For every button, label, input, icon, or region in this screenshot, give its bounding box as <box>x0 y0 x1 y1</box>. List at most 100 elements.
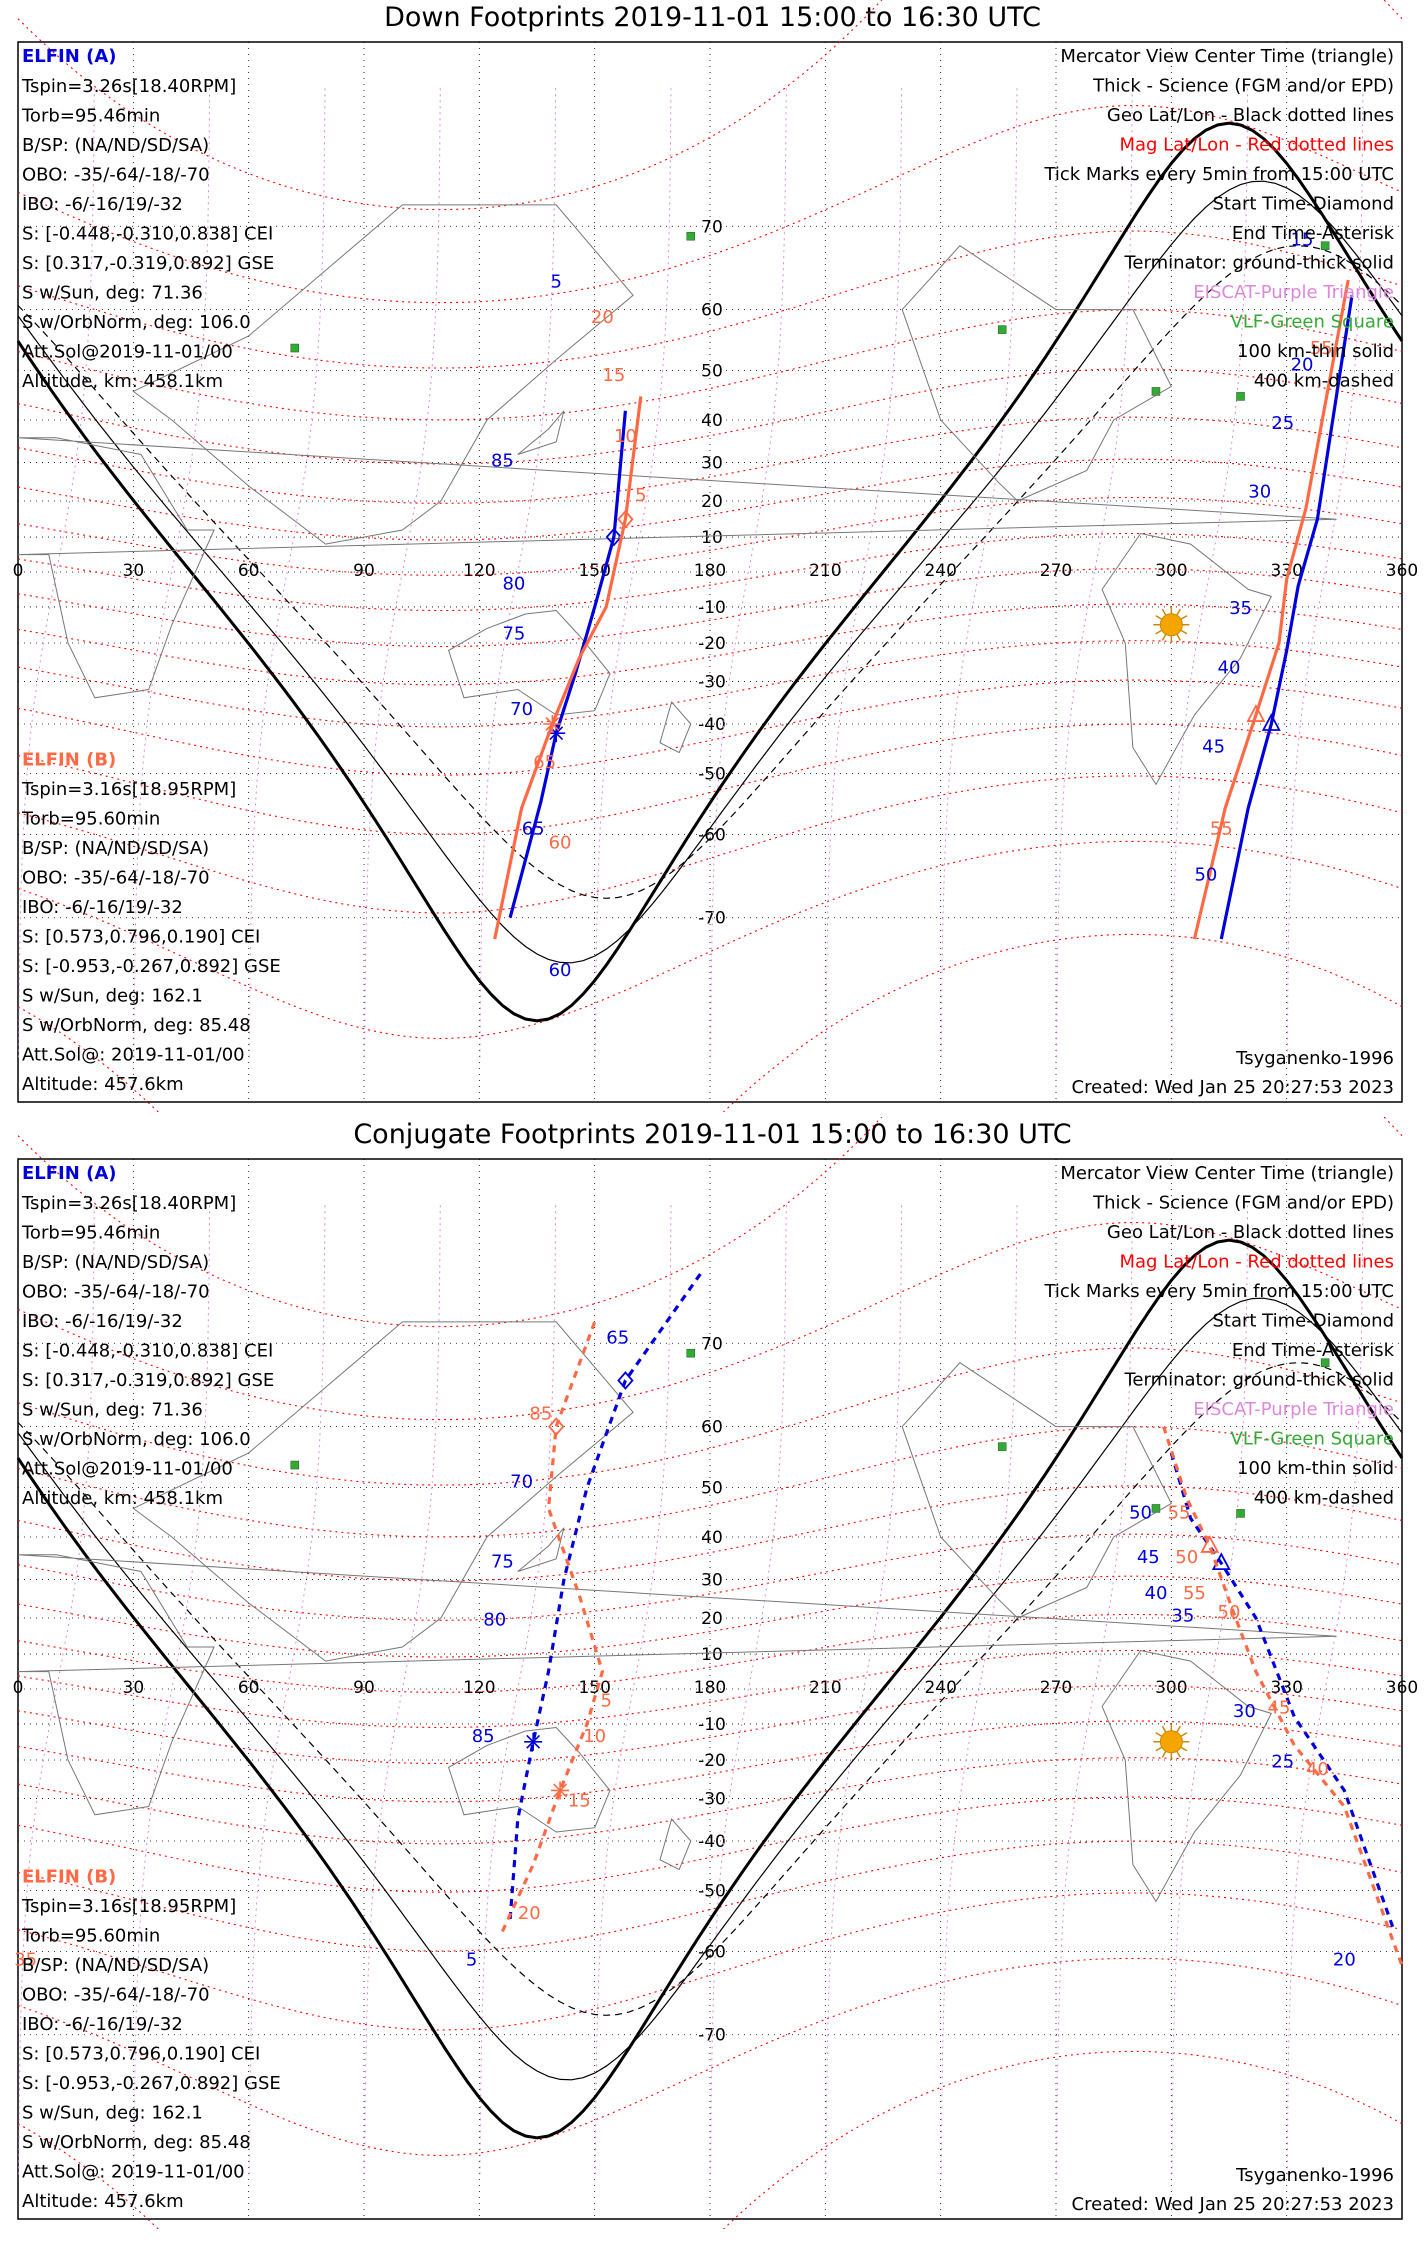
terminator-layer <box>16 121 1404 1023</box>
start-diamond-marker <box>605 527 623 547</box>
elfin-a-info-line: S w/OrbNorm, deg: 106.0 <box>22 1429 251 1450</box>
legend-entry: EISCAT-Purple Triangle <box>1193 1399 1394 1420</box>
coastline <box>901 1362 1172 1619</box>
end-asterisk-marker <box>549 726 564 741</box>
elfin-a-name: ELFIN (A) <box>22 1163 116 1184</box>
elfin-a-info-line: B/SP: (NA/ND/SD/SA) <box>22 1252 209 1273</box>
sun-ray <box>1155 629 1163 635</box>
time-tick-label: 15 <box>1291 230 1314 251</box>
x-tick-label: 300 <box>1155 561 1187 581</box>
vlf-station-marker <box>1236 1509 1245 1518</box>
map-frame <box>17 1158 1403 2220</box>
y-tick-label: 40 <box>701 1528 723 1548</box>
legend-entry: Start Time-Diamond <box>1212 194 1394 215</box>
time-tick-label: 35 <box>1229 598 1252 619</box>
center-time-triangle-marker <box>1246 704 1266 722</box>
elfin-a-info-line: B/SP: (NA/ND/SD/SA) <box>22 135 209 156</box>
x-tick-label: 30 <box>123 1678 145 1698</box>
x-tick-label: 210 <box>809 561 841 581</box>
x-tick-label: 60 <box>238 1678 260 1698</box>
legend-entry: Terminator: ground-thick solid <box>1123 253 1394 274</box>
elfin-b-info-line: Altitude: 457.6km <box>22 1074 184 1095</box>
elfin-a-info-line: S: [0.317,-0.319,0.892] GSE <box>22 253 274 274</box>
x-tick-label: 270 <box>1040 561 1072 581</box>
sun-ray <box>1180 1746 1188 1752</box>
time-tick-label: 55 <box>1168 1502 1191 1523</box>
elfin-b-name: ELFIN (B) <box>22 750 116 771</box>
y-tick-label: -30 <box>698 672 726 692</box>
coastline <box>517 1527 565 1572</box>
vlf-station-marker <box>997 1442 1007 1451</box>
mag-meridian <box>940 1203 1018 2175</box>
time-tick-label: 70 <box>510 1472 533 1493</box>
time-tick-label: 5 <box>600 1690 611 1711</box>
elfin-a-info-line: IBO: -6/-16/19/-32 <box>22 194 183 215</box>
sun-ray <box>1176 1725 1181 1733</box>
x-tick-label: 0 <box>13 1678 24 1698</box>
sun-ray <box>1176 608 1181 616</box>
elfin-b-info-line: Torb=95.60min <box>21 809 160 830</box>
mag-lat-line <box>17 1649 1403 1729</box>
coastline <box>659 1818 692 1871</box>
x-tick-label: 210 <box>809 1678 841 1698</box>
mag-lat-line <box>17 603 1403 686</box>
legend-entry: VLF-Green Square <box>1231 312 1394 333</box>
time-tick-label: 25 <box>1271 1751 1294 1772</box>
coastline-layer <box>17 204 1337 786</box>
elfin-a-info-line: S: [0.317,-0.319,0.892] GSE <box>22 1370 274 1391</box>
model-label: Tsyganenko-1996 <box>1235 1048 1394 1069</box>
x-tick-label: 180 <box>694 561 726 581</box>
elfin-b-info-line: S w/OrbNorm, deg: 85.48 <box>22 2132 251 2153</box>
time-tick-label: 45 <box>1268 1697 1291 1718</box>
x-tick-label: 330 <box>1270 561 1302 581</box>
elfin-a-info-line: Torb=95.46min <box>21 1223 160 1244</box>
x-tick-label: 360 <box>1386 1678 1418 1698</box>
elfin-a-name: ELFIN (A) <box>22 46 116 67</box>
y-tick-label: 70 <box>701 217 723 237</box>
elfin-b-name: ELFIN (B) <box>22 1867 116 1888</box>
mag-lat-line <box>17 1720 1403 1803</box>
time-tick-label: 10 <box>583 1726 606 1747</box>
legend-entry: VLF-Green Square <box>1231 1429 1394 1450</box>
time-tick-label: 40 <box>1306 1759 1329 1780</box>
center-time-triangle-marker <box>1261 713 1281 731</box>
sun-ray <box>1161 1750 1167 1758</box>
mag-meridian <box>18 1203 95 2175</box>
y-tick-label: -60 <box>698 825 726 845</box>
elfin-a-info-line: Tspin=3.26s[18.40RPM] <box>21 1193 236 1214</box>
legend-entry: Mag Lat/Lon - Red dotted lines <box>1119 1252 1394 1273</box>
conjugate-footprints-panel: Conjugate Footprints 2019-11-01 15:00 to… <box>0 1117 1425 2229</box>
elfin-a-info-line: S w/Sun, deg: 71.36 <box>22 283 203 304</box>
mag-lat-line <box>17 532 1403 612</box>
x-tick-label: 300 <box>1155 1678 1187 1698</box>
elfin-a-info-line: S: [-0.448,-0.310,0.838] CEI <box>22 224 273 245</box>
vlf-station-marker <box>686 1348 696 1358</box>
terminator-400km <box>17 1362 1403 2016</box>
y-tick-label: -50 <box>698 1881 726 1901</box>
legend-entry: End Time-Asterisk <box>1232 1340 1395 1361</box>
legend: Mercator View Center Time (triangle) Thic… <box>1043 1163 1394 1509</box>
mag-lat-line <box>17 1575 1403 1658</box>
elfin-a-info-line: OBO: -35/-64/-18/-70 <box>22 1282 210 1303</box>
legend-entry: 400 km-dashed <box>1254 1488 1394 1509</box>
mag-meridian <box>1286 86 1364 1058</box>
terminator-ground <box>16 121 1404 1023</box>
time-tick-label: 60 <box>549 833 572 854</box>
time-tick-label: 80 <box>502 573 525 594</box>
sun-ray <box>1155 615 1163 620</box>
y-tick-label: 20 <box>701 492 723 512</box>
x-tick-label: 330 <box>1270 1678 1302 1698</box>
mag-lat-line <box>17 309 1403 421</box>
mag-lat-line <box>17 1796 1403 1893</box>
track-elfin-a <box>508 410 627 919</box>
mag-meridian <box>364 86 441 1058</box>
elfin-b-info-line: IBO: -6/-16/19/-32 <box>22 897 183 918</box>
elfin-a-info-line: Tspin=3.26s[18.40RPM] <box>21 76 236 97</box>
vlf-station-marker <box>997 325 1007 334</box>
legend-entry: Terminator: ground-thick solid <box>1123 1370 1394 1391</box>
elfin-a-info-line: Altitude, km: 458.1km <box>22 1488 223 1509</box>
elfin-b-info-line: OBO: -35/-64/-18/-70 <box>22 1985 210 2006</box>
elfin-a-info-line: Att.Sol@2019-11-01/00 <box>22 342 233 363</box>
y-tick-label: 30 <box>701 454 723 474</box>
elfin-b-info: ELFIN (B) Tspin=3.16s[18.95RPM] Torb=95.60… <box>21 1867 281 2213</box>
